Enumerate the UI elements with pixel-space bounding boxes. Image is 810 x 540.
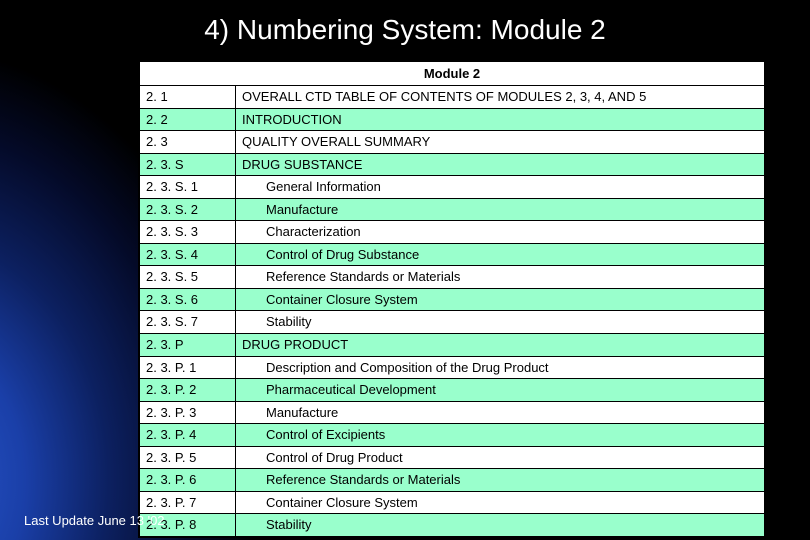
row-code: 2. 3 [140, 131, 236, 154]
row-description: Manufacture [236, 198, 765, 221]
row-description: Description and Composition of the Drug … [236, 356, 765, 379]
table-row: 2. 3. PDRUG PRODUCT [140, 334, 765, 357]
row-code: 2. 2 [140, 108, 236, 131]
row-description: INTRODUCTION [236, 108, 765, 131]
row-description: Stability [236, 311, 765, 334]
table-row: 2. 3. P. 8Stability [140, 514, 765, 537]
table-row: 2. 3. S. 5Reference Standards or Materia… [140, 266, 765, 289]
table-row: 2. 3. SDRUG SUBSTANCE [140, 153, 765, 176]
row-code: 2. 3. P. 4 [140, 424, 236, 447]
row-code: 2. 3. S. 6 [140, 288, 236, 311]
row-code: 2. 3. P. 2 [140, 379, 236, 402]
row-code: 2. 3. S. 1 [140, 176, 236, 199]
row-description: Reference Standards or Materials [236, 469, 765, 492]
table-row: 2. 3. S. 3Characterization [140, 221, 765, 244]
row-code: 2. 1 [140, 86, 236, 109]
module-table: Module 2 2. 1OVERALL CTD TABLE OF CONTEN… [138, 60, 766, 538]
table-row: 2. 3. P. 1Description and Composition of… [140, 356, 765, 379]
row-description: DRUG SUBSTANCE [236, 153, 765, 176]
table-row: 2. 3. S. 1General Information [140, 176, 765, 199]
table-row: 2. 3. S. 6Container Closure System [140, 288, 765, 311]
row-description: OVERALL CTD TABLE OF CONTENTS OF MODULES… [236, 86, 765, 109]
row-description: Control of Excipients [236, 424, 765, 447]
row-code: 2. 3. S. 3 [140, 221, 236, 244]
row-code: 2. 3. S. 4 [140, 243, 236, 266]
table-header: Module 2 [140, 62, 765, 86]
table-row: 2. 3. S. 4Control of Drug Substance [140, 243, 765, 266]
table-row: 2. 3. P. 4Control of Excipients [140, 424, 765, 447]
table-row: 2. 3. P. 3Manufacture [140, 401, 765, 424]
row-code: 2. 3. P. 6 [140, 469, 236, 492]
module-table-inner: Module 2 2. 1OVERALL CTD TABLE OF CONTEN… [139, 61, 765, 537]
row-description: Stability [236, 514, 765, 537]
row-description: DRUG PRODUCT [236, 334, 765, 357]
footer-text: Last Update June 13 '02 [24, 513, 165, 528]
row-code: 2. 3. P [140, 334, 236, 357]
row-code: 2. 3. S. 2 [140, 198, 236, 221]
row-description: Characterization [236, 221, 765, 244]
row-description: Control of Drug Product [236, 446, 765, 469]
row-code: 2. 3. P. 3 [140, 401, 236, 424]
row-description: Pharmaceutical Development [236, 379, 765, 402]
slide-title: 4) Numbering System: Module 2 [0, 14, 810, 46]
row-code: 2. 3. P. 7 [140, 491, 236, 514]
row-code: 2. 3. P. 1 [140, 356, 236, 379]
row-description: Control of Drug Substance [236, 243, 765, 266]
row-description: Reference Standards or Materials [236, 266, 765, 289]
table-row: 2. 3. P. 7Container Closure System [140, 491, 765, 514]
row-code: 2. 3. S. 5 [140, 266, 236, 289]
row-code: 2. 3. P. 5 [140, 446, 236, 469]
row-description: Container Closure System [236, 288, 765, 311]
row-description: General Information [236, 176, 765, 199]
row-code: 2. 3. S [140, 153, 236, 176]
table-row: 2. 3. S. 7Stability [140, 311, 765, 334]
row-description: QUALITY OVERALL SUMMARY [236, 131, 765, 154]
table-row: 2. 3. P. 5Control of Drug Product [140, 446, 765, 469]
table-row: 2. 1OVERALL CTD TABLE OF CONTENTS OF MOD… [140, 86, 765, 109]
row-description: Container Closure System [236, 491, 765, 514]
table-row: 2. 3. P. 6Reference Standards or Materia… [140, 469, 765, 492]
table-row: 2. 2INTRODUCTION [140, 108, 765, 131]
row-code: 2. 3. S. 7 [140, 311, 236, 334]
table-row: 2. 3. P. 2Pharmaceutical Development [140, 379, 765, 402]
table-row: 2. 3. S. 2Manufacture [140, 198, 765, 221]
row-description: Manufacture [236, 401, 765, 424]
table-row: 2. 3QUALITY OVERALL SUMMARY [140, 131, 765, 154]
